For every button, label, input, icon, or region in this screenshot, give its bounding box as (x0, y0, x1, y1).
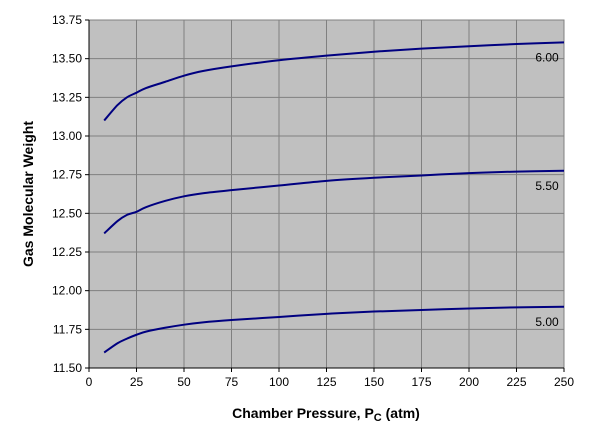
series-label: 5.50 (535, 179, 559, 193)
series-line (103, 305, 565, 354)
x-axis-title-text: Chamber Pressure, (232, 405, 364, 421)
x-tick-label: 75 (225, 375, 239, 389)
y-tick-label: 11.50 (53, 361, 82, 375)
series-labels: 6.00 5.50 5.00 (535, 50, 559, 328)
x-axis-title: Chamber Pressure, PC (atm) (232, 405, 420, 424)
x-tick-label: 200 (459, 375, 479, 389)
y-tick-label: 12.50 (52, 206, 82, 220)
series-label: 6.00 (535, 50, 559, 64)
x-axis-title-symbol: P (364, 405, 373, 421)
y-tick-label: 12.25 (52, 245, 82, 259)
series-line (103, 169, 565, 235)
x-tick-label: 0 (86, 375, 93, 389)
series-line (103, 41, 565, 122)
series-group (103, 41, 565, 354)
x-tick-label: 175 (411, 375, 431, 389)
y-tick-label: 13.25 (52, 90, 82, 104)
series-label: 5.00 (535, 315, 559, 329)
x-tick-label: 250 (554, 375, 574, 389)
y-axis-ticks: 11.50 11.75 12.00 12.25 12.50 12.75 13.00 13.25… (52, 13, 90, 375)
y-tick-label: 13.75 (52, 13, 82, 27)
x-axis-title-subscript: C (374, 412, 382, 424)
x-axis-title-unit: (atm) (382, 405, 420, 421)
y-tick-label: 12.00 (52, 284, 82, 298)
y-axis-title: Gas Molecular Weight (20, 121, 36, 267)
y-tick-label: 11.75 (53, 322, 82, 336)
x-tick-label: 25 (130, 375, 144, 389)
y-tick-label: 12.75 (52, 168, 82, 182)
x-tick-label: 225 (506, 375, 526, 389)
x-tick-label: 100 (269, 375, 289, 389)
x-tick-label: 125 (316, 375, 336, 389)
x-axis-ticks: 0 25 50 75 100 125 150 175 200 225 250 (86, 367, 574, 389)
x-tick-label: 150 (364, 375, 384, 389)
y-tick-label: 13.50 (52, 52, 82, 66)
y-tick-label: 13.00 (52, 129, 82, 143)
x-tick-label: 50 (177, 375, 191, 389)
